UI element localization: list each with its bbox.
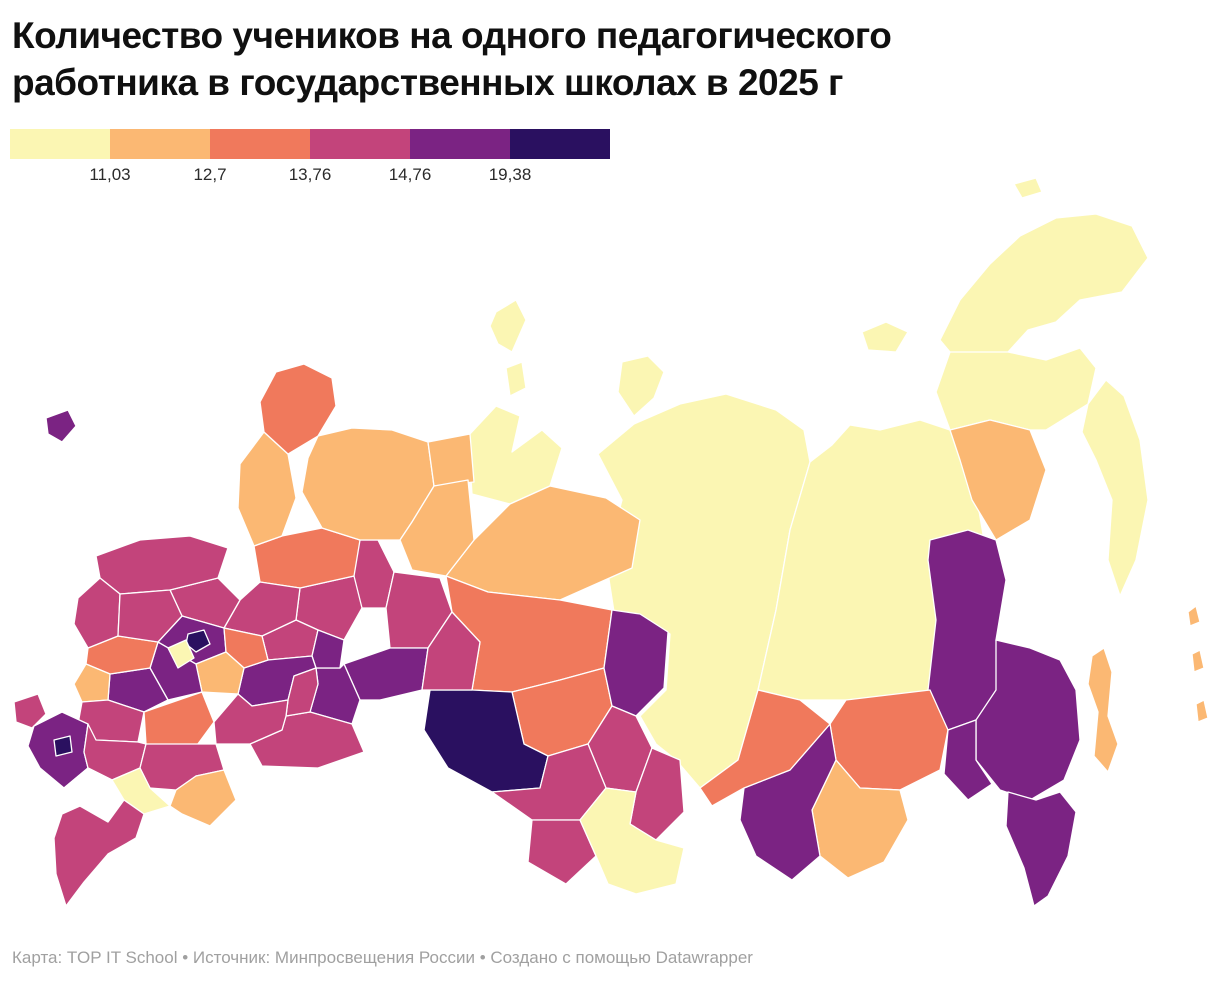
legend-swatch <box>210 129 310 159</box>
map-region[interactable] <box>213 693 289 745</box>
legend: 11,03 12,7 13,76 14,76 19,38 <box>10 129 630 191</box>
legend-swatch <box>310 129 410 159</box>
map-region[interactable] <box>53 799 145 907</box>
legend-color-bar <box>10 129 610 159</box>
map-region[interactable] <box>45 409 77 443</box>
legend-tick-label: 11,03 <box>89 165 131 184</box>
map-region[interactable] <box>13 693 47 729</box>
legend-swatch <box>110 129 210 159</box>
map-region[interactable] <box>1013 177 1043 199</box>
map-region[interactable] <box>1187 605 1201 627</box>
map-region[interactable] <box>1081 379 1149 597</box>
map-region[interactable] <box>143 691 215 753</box>
attribution-footer: Карта: TOP IT School • Источник: Минпрос… <box>12 948 753 967</box>
map-region[interactable] <box>421 611 481 691</box>
legend-tick-label: 12,7 <box>193 165 227 184</box>
map-region[interactable] <box>399 479 475 577</box>
map-region[interactable] <box>427 433 475 487</box>
map-region[interactable] <box>699 689 831 807</box>
map-region[interactable] <box>935 347 1097 431</box>
title-line-2: работника в государственных школах в 202… <box>12 62 843 104</box>
legend-swatch <box>10 129 110 159</box>
header: Количество учеников на одного педагогиче… <box>12 12 1208 107</box>
map-region[interactable] <box>617 355 665 417</box>
legend-swatch <box>510 129 610 159</box>
map-region[interactable] <box>1191 649 1205 673</box>
map-region[interactable] <box>237 431 297 547</box>
map-region[interactable] <box>527 819 597 885</box>
legend-swatch <box>410 129 510 159</box>
map-region[interactable] <box>1005 791 1077 907</box>
map-region[interactable] <box>975 639 1081 801</box>
map-region[interactable] <box>169 769 237 827</box>
map-region[interactable] <box>861 321 909 353</box>
map-region[interactable] <box>167 639 195 669</box>
map-region[interactable] <box>53 735 73 757</box>
map-region[interactable] <box>311 629 345 669</box>
page-title: Количество учеников на одного педагогиче… <box>12 12 1208 107</box>
map-region[interactable] <box>1195 699 1209 723</box>
title-line-1: Количество учеников на одного педагогиче… <box>12 15 892 56</box>
legend-tick-label: 14,76 <box>388 165 432 184</box>
map-region[interactable] <box>73 663 111 703</box>
map-region[interactable] <box>467 405 563 505</box>
map-region[interactable] <box>73 577 121 649</box>
legend-tick-label: 13,76 <box>288 165 332 184</box>
map-region[interactable] <box>489 299 527 353</box>
map-region[interactable] <box>939 213 1149 361</box>
map-region[interactable] <box>1087 647 1119 773</box>
legend-tick-label: 19,38 <box>488 165 532 184</box>
map-region[interactable] <box>949 419 1047 541</box>
map-region[interactable] <box>117 589 183 643</box>
map-region[interactable] <box>259 363 337 455</box>
legend-labels: 11,03 12,7 13,76 14,76 19,38 <box>10 159 610 185</box>
map-region[interactable] <box>579 787 685 895</box>
map-region[interactable] <box>505 361 527 397</box>
map-region[interactable] <box>943 719 993 801</box>
